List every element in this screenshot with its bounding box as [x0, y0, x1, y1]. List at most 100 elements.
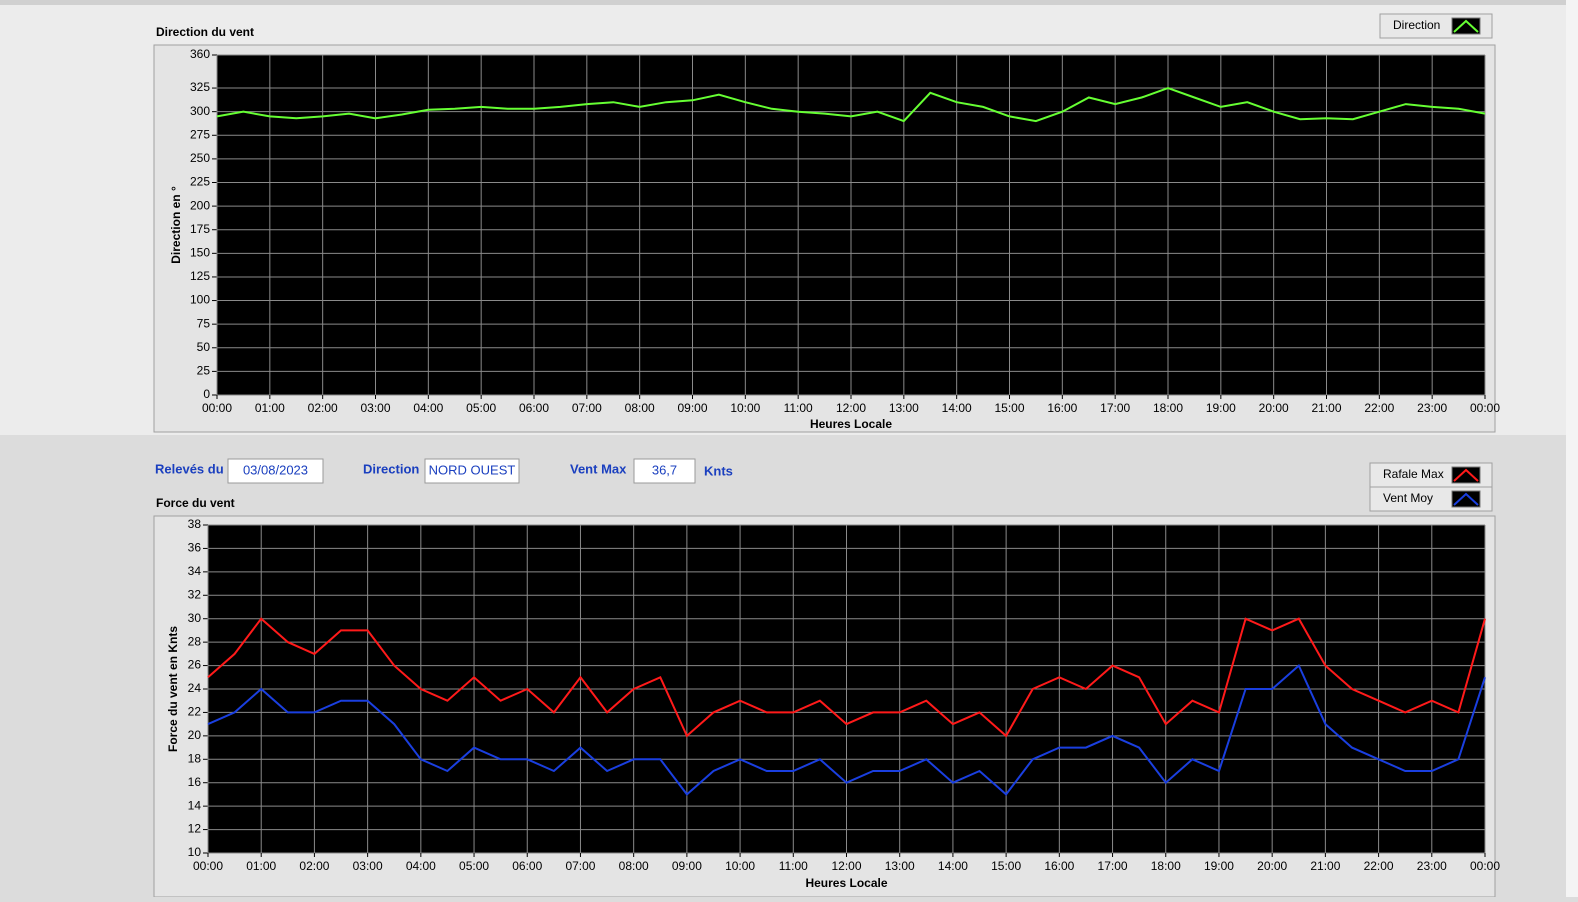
x-tick-label: 08:00 — [625, 401, 655, 415]
x-tick-label: 13:00 — [885, 859, 915, 873]
y-tick-label: 32 — [188, 587, 202, 601]
field-box — [227, 458, 324, 484]
y-tick-label: 175 — [190, 222, 210, 236]
x-tick-label: 18:00 — [1151, 859, 1181, 873]
field-unit: Knts — [704, 463, 733, 478]
legend-icon — [1453, 19, 1479, 33]
field-value: 36,7 — [652, 462, 677, 477]
x-tick-label: 00:00 — [193, 859, 223, 873]
x-tick-label: 12:00 — [831, 859, 861, 873]
series-line — [207, 617, 1486, 738]
legend-swatch — [1451, 490, 1481, 508]
y-tick-label: 16 — [188, 775, 202, 789]
x-tick-label: 02:00 — [308, 401, 338, 415]
x-tick-label: 07:00 — [565, 859, 595, 873]
x-tick-label: 17:00 — [1100, 401, 1130, 415]
x-tick-label: 23:00 — [1417, 859, 1447, 873]
y-tick-label: 300 — [190, 104, 210, 118]
field-box — [633, 458, 696, 484]
y-tick-label: 12 — [188, 822, 202, 836]
legend-label: Direction — [1393, 18, 1440, 32]
x-tick-label: 11:00 — [779, 859, 808, 873]
x-tick-label: 00:00 — [1470, 401, 1500, 415]
field-label: Vent Max — [570, 461, 627, 476]
x-tick-label: 12:00 — [836, 401, 866, 415]
x-tick-label: 19:00 — [1206, 401, 1236, 415]
x-tick-label: 10:00 — [730, 401, 760, 415]
x-tick-label: 15:00 — [994, 401, 1024, 415]
field-value: 03/08/2023 — [243, 462, 308, 477]
chart-title: Direction du vent — [156, 25, 254, 39]
y-tick-label: 360 — [190, 47, 210, 61]
x-tick-label: 16:00 — [1047, 401, 1077, 415]
x-tick-label: 18:00 — [1153, 401, 1183, 415]
y-tick-label: 25 — [197, 364, 211, 378]
x-tick-label: 04:00 — [406, 859, 436, 873]
series-line — [216, 87, 1486, 123]
x-tick-label: 03:00 — [360, 401, 390, 415]
x-tick-label: 03:00 — [353, 859, 383, 873]
x-tick-label: 23:00 — [1417, 401, 1447, 415]
x-tick-label: 00:00 — [1470, 859, 1500, 873]
y-axis-label: Direction en ° — [169, 186, 183, 264]
y-tick-label: 38 — [188, 517, 202, 531]
chart-title: Force du vent — [156, 496, 235, 510]
x-tick-label: 13:00 — [889, 401, 919, 415]
top-border — [0, 0, 1578, 5]
y-tick-label: 0 — [203, 387, 210, 401]
x-tick-label: 05:00 — [459, 859, 489, 873]
x-tick-label: 02:00 — [299, 859, 329, 873]
x-tick-label: 22:00 — [1364, 859, 1394, 873]
y-tick-label: 14 — [188, 798, 202, 812]
x-tick-label: 08:00 — [619, 859, 649, 873]
x-axis-label: Heures Locale — [805, 876, 887, 890]
y-tick-label: 50 — [197, 340, 211, 354]
legend-label: Rafale Max — [1383, 467, 1444, 481]
x-tick-label: 05:00 — [466, 401, 496, 415]
legend-label: Vent Moy — [1383, 491, 1433, 505]
x-tick-label: 00:00 — [202, 401, 232, 415]
y-tick-label: 10 — [188, 845, 202, 859]
y-tick-label: 26 — [188, 658, 202, 672]
field-label: Direction — [363, 461, 419, 476]
x-tick-label: 07:00 — [572, 401, 602, 415]
x-tick-label: 04:00 — [413, 401, 443, 415]
y-tick-label: 36 — [188, 541, 202, 555]
x-tick-label: 11:00 — [784, 401, 813, 415]
y-tick-label: 325 — [190, 80, 210, 94]
legend-icon — [1453, 492, 1479, 506]
y-tick-label: 100 — [190, 293, 210, 307]
x-tick-label: 09:00 — [677, 401, 707, 415]
x-tick-label: 16:00 — [1044, 859, 1074, 873]
y-tick-label: 275 — [190, 127, 210, 141]
x-tick-label: 14:00 — [938, 859, 968, 873]
y-tick-label: 250 — [190, 151, 210, 165]
x-tick-label: 21:00 — [1311, 401, 1341, 415]
y-tick-label: 20 — [188, 728, 202, 742]
y-tick-label: 200 — [190, 198, 210, 212]
x-tick-label: 09:00 — [672, 859, 702, 873]
y-tick-label: 18 — [188, 751, 202, 765]
field-value: NORD OUEST — [429, 462, 516, 477]
y-tick-label: 125 — [190, 269, 210, 283]
x-tick-label: 14:00 — [942, 401, 972, 415]
y-tick-label: 34 — [188, 564, 202, 578]
y-tick-label: 24 — [188, 681, 202, 695]
y-tick-label: 28 — [188, 634, 202, 648]
field-box — [424, 458, 520, 484]
legend-icon — [1453, 468, 1479, 482]
x-tick-label: 15:00 — [991, 859, 1021, 873]
y-axis-label: Force du vent en Knts — [166, 626, 180, 752]
x-tick-label: 22:00 — [1364, 401, 1394, 415]
x-tick-label: 01:00 — [255, 401, 285, 415]
y-tick-label: 30 — [188, 611, 202, 625]
x-axis-label: Heures Locale — [810, 417, 892, 431]
series-line — [207, 663, 1486, 796]
x-tick-label: 17:00 — [1098, 859, 1128, 873]
legend-swatch — [1451, 466, 1481, 484]
y-tick-label: 150 — [190, 246, 210, 260]
x-tick-label: 10:00 — [725, 859, 755, 873]
x-tick-label: 20:00 — [1259, 401, 1289, 415]
